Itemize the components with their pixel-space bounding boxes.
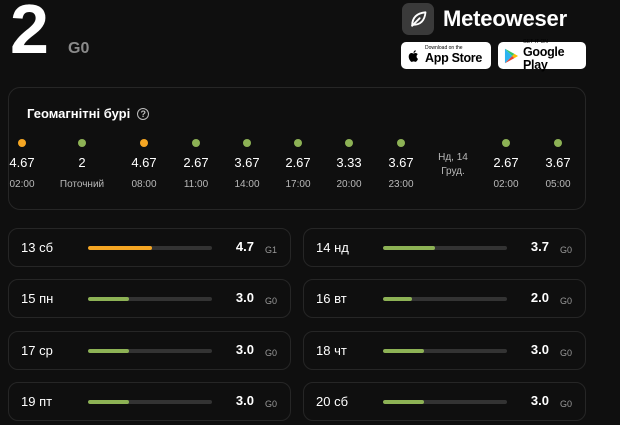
- storm-level-bar: [383, 246, 507, 250]
- timeline-value: 3.67: [545, 155, 571, 170]
- storm-status-dot: [397, 139, 405, 147]
- timeline-value: 2.67: [493, 155, 519, 170]
- day-value: 3.0: [235, 342, 254, 357]
- storm-level-bar-fill: [88, 349, 129, 353]
- app-store-button[interactable]: Download on the App Store: [401, 42, 491, 69]
- storm-level-bar-fill: [383, 246, 436, 250]
- storm-level-bar: [88, 400, 212, 404]
- day-label: 14 нд: [316, 240, 349, 255]
- timeline-time: 05:00: [545, 179, 571, 190]
- storm-level-bar-fill: [383, 349, 424, 353]
- storm-status-dot: [294, 139, 302, 147]
- day-value: 3.0: [530, 393, 549, 408]
- timeline-date-separator: Нд, 14 Груд.: [423, 151, 483, 178]
- day-level: G0: [560, 399, 573, 409]
- timeline-time: 23:00: [388, 179, 414, 190]
- storm-status-dot: [18, 139, 26, 147]
- day-forecast-card[interactable]: 14 нд 3.7 G0: [303, 228, 586, 267]
- brand-name: Meteoweser: [443, 6, 567, 31]
- brand[interactable]: Meteoweser: [402, 3, 567, 35]
- day-value: 3.7: [530, 239, 549, 254]
- day-label: 16 вт: [316, 291, 347, 306]
- app-store-caption: Download on the: [425, 45, 463, 52]
- day-level: G0: [560, 348, 573, 358]
- day-label: 17 ср: [21, 343, 53, 358]
- storm-status-dot: [192, 139, 200, 147]
- google-play-icon: [504, 48, 519, 64]
- apple-icon: [407, 48, 421, 64]
- storm-level-bar: [383, 400, 507, 404]
- day-level: G0: [265, 296, 278, 306]
- day-forecast-card[interactable]: 18 чт 3.0 G0: [303, 331, 586, 370]
- storm-status-dot: [243, 139, 251, 147]
- google-play-caption: GET IT ON: [523, 39, 548, 45]
- timeline-value: 2.67: [285, 155, 311, 170]
- timeline-time: 11:00: [183, 179, 209, 190]
- timeline-time: 08:00: [131, 179, 157, 190]
- timeline-value: 4.67: [131, 155, 157, 170]
- day-level: G0: [560, 296, 573, 306]
- timeline-time: 17:00: [285, 179, 311, 190]
- question-circle-icon[interactable]: ?: [137, 107, 150, 120]
- day-level: G0: [265, 399, 278, 409]
- storm-level-bar: [383, 297, 507, 301]
- storm-title-text: Геомагнітні бурі: [27, 106, 131, 121]
- timeline-value: 2: [78, 155, 86, 170]
- storm-level-bar-fill: [88, 297, 129, 301]
- day-label: 20 сб: [316, 394, 349, 409]
- timeline-value: 2.67: [183, 155, 209, 170]
- timeline-value: 4.67: [9, 155, 35, 170]
- leaf-icon: [402, 3, 434, 35]
- storm-status-dot: [140, 139, 148, 147]
- day-value: 3.0: [235, 393, 254, 408]
- day-value: 3.0: [530, 342, 549, 357]
- day-value: 3.0: [235, 290, 254, 305]
- storm-level-bar-fill: [88, 246, 153, 250]
- current-storm-level: G0: [68, 40, 90, 57]
- day-forecast-card[interactable]: 16 вт 2.0 G0: [303, 279, 586, 318]
- app-store-label: App Store: [425, 51, 483, 66]
- date-day: Нд, 14: [438, 152, 468, 163]
- day-forecast-card[interactable]: 19 пт 3.0 G0: [8, 382, 291, 421]
- day-label: 18 чт: [316, 343, 347, 358]
- storm-card-title: Геомагнітні бурі ?: [27, 106, 150, 121]
- storm-level-bar: [88, 349, 212, 353]
- storm-status-dot: [554, 139, 562, 147]
- day-level: G0: [560, 245, 573, 255]
- storm-status-dot: [502, 139, 510, 147]
- storm-level-bar: [88, 246, 212, 250]
- timeline-time: 02:00: [9, 179, 35, 190]
- timeline-value: 3.67: [388, 155, 414, 170]
- day-label: 19 пт: [21, 394, 53, 409]
- day-value: 2.0: [530, 290, 549, 305]
- day-level: G1: [265, 245, 278, 255]
- day-value: 4.7: [235, 239, 254, 254]
- day-forecast-card[interactable]: 13 сб 4.7 G1: [8, 228, 291, 267]
- google-play-button[interactable]: GET IT ON Google Play: [498, 39, 586, 72]
- timeline-time: Поточний: [59, 179, 105, 190]
- day-forecast-card[interactable]: 15 пн 3.0 G0: [8, 279, 291, 318]
- current-storm-value: 2: [10, 0, 49, 68]
- geomagnetic-storms-card: Геомагнітні бурі ? 4.67 02:00 2 Поточний…: [8, 87, 586, 210]
- date-month: Груд.: [441, 165, 465, 177]
- storm-status-dot: [345, 139, 353, 147]
- timeline-value: 3.33: [336, 155, 362, 170]
- day-forecast-card[interactable]: 17 ср 3.0 G0: [8, 331, 291, 370]
- day-label: 15 пн: [21, 291, 54, 306]
- storm-level-bar-fill: [88, 400, 129, 404]
- day-forecast-card[interactable]: 20 сб 3.0 G0: [303, 382, 586, 421]
- timeline-value: 3.67: [234, 155, 260, 170]
- storm-level-bar-fill: [383, 400, 424, 404]
- timeline-time: 20:00: [336, 179, 362, 190]
- timeline-time: 14:00: [234, 179, 260, 190]
- day-label: 13 сб: [21, 240, 54, 255]
- storm-status-dot: [78, 139, 86, 147]
- storm-level-bar: [88, 297, 212, 301]
- day-level: G0: [265, 348, 278, 358]
- google-play-label: Google Play: [523, 45, 565, 72]
- timeline-time: 02:00: [493, 179, 519, 190]
- storm-level-bar-fill: [383, 297, 412, 301]
- storm-level-bar: [383, 349, 507, 353]
